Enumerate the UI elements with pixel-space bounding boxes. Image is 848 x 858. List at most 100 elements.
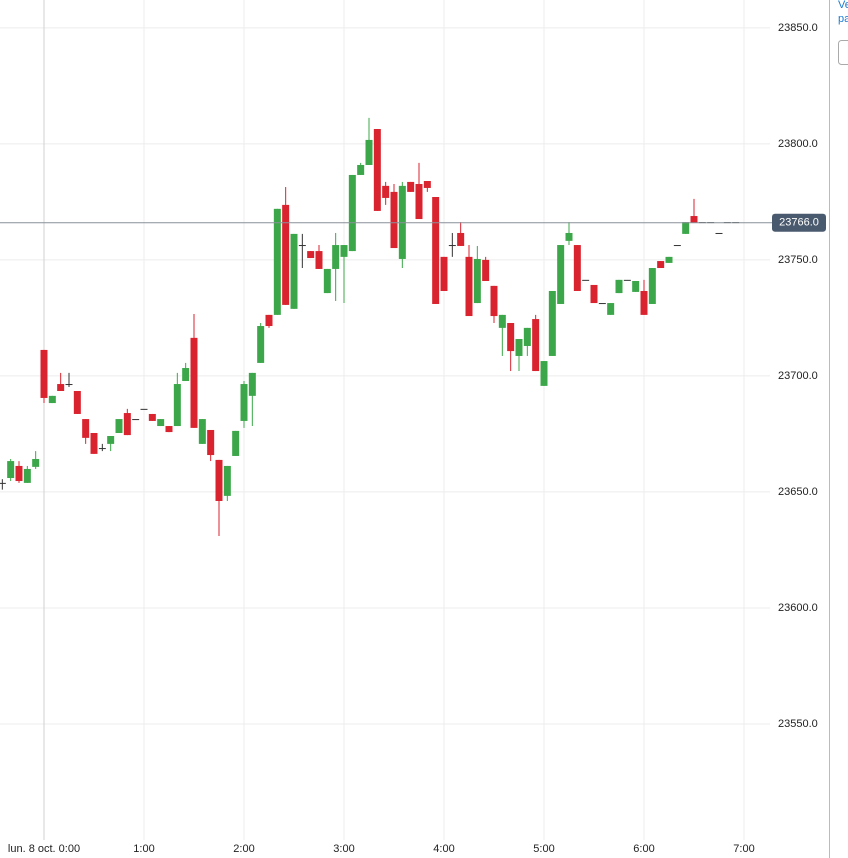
candle-body	[640, 290, 648, 315]
candle-body	[173, 384, 181, 427]
candle-body	[607, 303, 615, 315]
last-price-label: 23766.0	[779, 217, 819, 229]
candle-body	[248, 372, 256, 396]
candle-body	[632, 281, 640, 292]
candle-body	[498, 314, 506, 328]
y-tick-label: 23650.0	[778, 486, 818, 498]
y-tick-label: 23700.0	[778, 370, 818, 382]
candle-body	[223, 465, 231, 496]
y-tick-label: 23550.0	[778, 718, 818, 730]
candle-body	[215, 459, 223, 501]
panel-text: Ve	[838, 0, 848, 11]
candle-body	[415, 184, 423, 220]
candle-body	[540, 361, 548, 386]
candle-body	[582, 279, 590, 281]
candle-body	[390, 191, 398, 249]
candle-body	[382, 185, 390, 198]
candle-body	[348, 174, 356, 252]
last-price-box	[772, 213, 826, 232]
candle-body	[615, 279, 623, 294]
candle-body	[115, 419, 123, 433]
candle-body	[673, 245, 681, 247]
candle-body	[15, 465, 23, 482]
candle-body	[182, 368, 190, 382]
candle-body	[257, 326, 265, 363]
candle-body	[290, 233, 298, 309]
candle-body	[573, 245, 581, 291]
candle-body	[323, 268, 331, 294]
candle-body	[65, 384, 73, 386]
candle-body	[307, 251, 315, 259]
x-tick-label: 5:00	[533, 843, 554, 855]
candle-body	[73, 390, 81, 414]
candle-body	[165, 426, 173, 433]
candle-body	[557, 245, 565, 304]
candle-body	[373, 129, 381, 211]
candle-body	[473, 258, 481, 304]
candle-body	[365, 139, 373, 165]
candle-body	[32, 458, 40, 467]
x-tick-label: 3:00	[333, 843, 354, 855]
candle-body	[207, 429, 215, 456]
candle-body	[590, 284, 598, 304]
x-tick-label: lun. 8 oct. 0:00	[8, 843, 80, 855]
candle-body	[432, 197, 440, 304]
candle-body	[132, 419, 140, 421]
candle-body	[98, 448, 106, 450]
candle-body	[57, 384, 65, 391]
candle-body	[523, 327, 531, 346]
candle-body	[565, 232, 573, 241]
candle-body	[665, 256, 673, 263]
candle-body	[598, 303, 606, 305]
candle-body	[507, 323, 515, 352]
candle-body	[648, 268, 656, 304]
candle-body	[190, 337, 198, 428]
candle-body	[315, 251, 323, 269]
candle-body	[465, 256, 473, 317]
candle-body	[332, 245, 340, 269]
candle-body	[40, 349, 48, 398]
y-tick-label: 23800.0	[778, 138, 818, 150]
candle-body	[240, 384, 248, 421]
candle-body	[407, 181, 415, 192]
candle-body	[548, 290, 556, 356]
candle-body	[623, 279, 631, 281]
candle-body	[282, 204, 290, 305]
candle-body	[340, 245, 348, 257]
candle-body	[357, 164, 365, 175]
candle-body	[23, 468, 31, 483]
candle-body	[198, 419, 206, 444]
candle-body	[515, 339, 523, 356]
candle-body	[0, 482, 6, 484]
candle-body	[232, 430, 240, 456]
y-tick-label: 23750.0	[778, 254, 818, 266]
candle-body	[140, 408, 148, 410]
candle-body	[457, 232, 465, 246]
candle-body	[123, 413, 131, 436]
candle-body	[532, 319, 540, 372]
candle-body	[657, 261, 665, 269]
x-tick-label: 6:00	[633, 843, 654, 855]
candle-body	[715, 232, 723, 234]
candle-body	[273, 208, 281, 315]
candle-body	[490, 285, 498, 317]
candle-body	[440, 256, 448, 291]
x-tick-label: 1:00	[133, 843, 154, 855]
y-tick-label: 23600.0	[778, 602, 818, 614]
candle-body	[107, 436, 115, 444]
candle-body	[148, 413, 156, 421]
x-tick-label: 2:00	[233, 843, 254, 855]
y-tick-label: 23850.0	[778, 22, 818, 34]
panel-button[interactable]	[838, 40, 848, 65]
candle-body	[690, 216, 698, 223]
x-tick-label: 4:00	[433, 843, 454, 855]
candle-body	[298, 245, 306, 247]
candle-body	[423, 180, 431, 188]
candle-body	[265, 314, 273, 327]
candle-body	[82, 419, 90, 438]
x-tick-label: 7:00	[733, 843, 754, 855]
candle-body	[482, 259, 490, 282]
panel-text: pa	[838, 13, 848, 25]
